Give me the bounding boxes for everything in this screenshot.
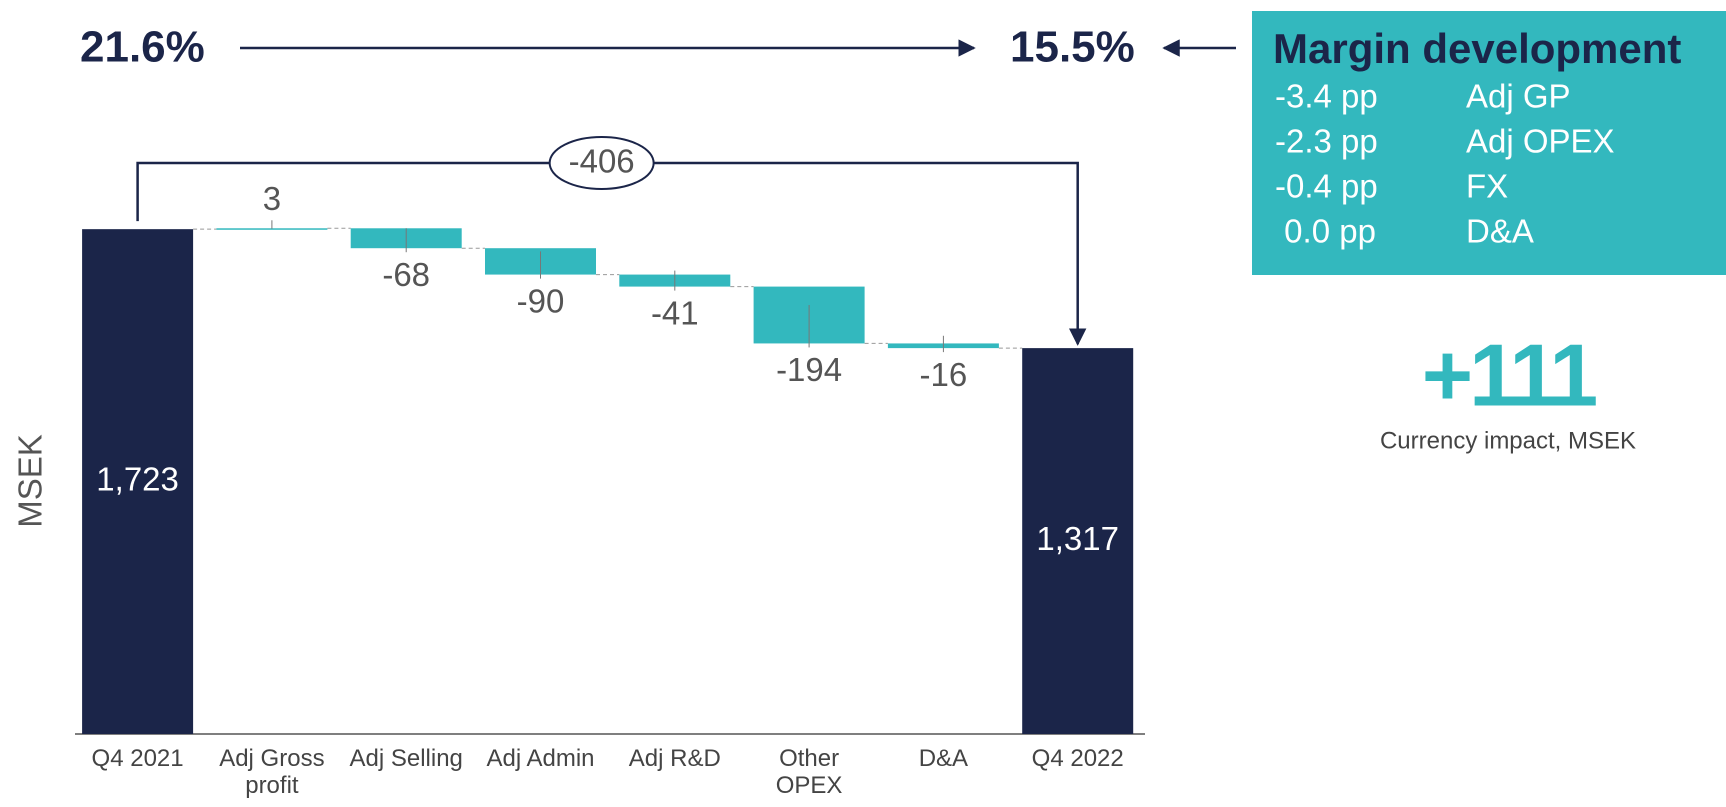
x-tick-label: Adj R&D (629, 745, 721, 772)
value-label: 3 (263, 180, 281, 217)
margin-change: -3.4 pp (1275, 78, 1378, 115)
x-tick-label: Adj Gross profit (219, 745, 324, 799)
x-tick-label: Other OPEX (776, 745, 843, 799)
x-tick-label: Q4 2021 (92, 745, 184, 772)
margin-change: -2.3 pp (1275, 123, 1378, 160)
bar (216, 228, 328, 230)
margin-item: D&A (1466, 213, 1534, 250)
margin-start: 21.6% (80, 23, 205, 72)
x-tick-label: Adj Admin (486, 745, 594, 772)
margin-change: 0.0 pp (1275, 213, 1376, 250)
bar (1022, 348, 1134, 734)
value-label: 1,317 (1036, 520, 1119, 557)
value-label: -194 (776, 351, 842, 388)
currency-impact: +111 (1422, 325, 1597, 424)
change-badge (548, 136, 655, 190)
x-tick-label: D&A (919, 745, 968, 772)
x-tick-label: Adj Selling (349, 745, 462, 772)
value-label: -90 (517, 282, 565, 319)
margin-box (1252, 11, 1726, 275)
value-label: -68 (382, 256, 430, 293)
margin-item: Adj OPEX (1466, 123, 1615, 160)
y-axis-label: MSEK (12, 434, 49, 528)
currency-caption: Currency impact, MSEK (1380, 427, 1636, 454)
margin-item: FX (1466, 168, 1508, 205)
margin-item: Adj GP (1466, 78, 1571, 115)
value-label: 1,723 (96, 460, 179, 497)
margin-box-title: Margin development (1273, 25, 1681, 72)
value-label: -16 (920, 356, 968, 393)
bar (82, 229, 194, 734)
margin-end: 15.5% (1010, 23, 1135, 72)
margin-change: -0.4 pp (1275, 168, 1378, 205)
x-tick-label: Q4 2022 (1032, 745, 1124, 772)
total-change: -406 (569, 143, 635, 180)
value-label: -41 (651, 294, 699, 331)
